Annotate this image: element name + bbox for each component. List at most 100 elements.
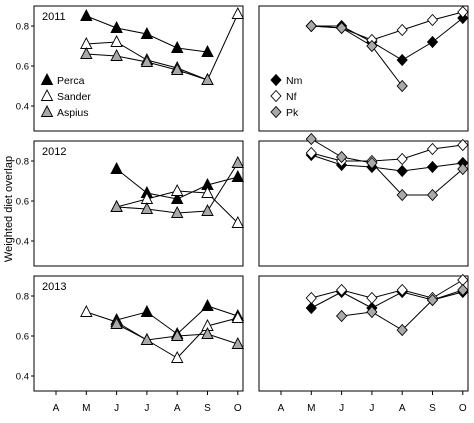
month-label-left: S (204, 403, 211, 414)
month-label-left: A (53, 403, 60, 414)
data-point-sander (231, 311, 245, 323)
data-point-pk (335, 309, 348, 323)
y-tick-label: 0.6 (16, 62, 29, 73)
y-tick-label: 0.8 (16, 22, 29, 33)
panel-frame-left-1 (33, 140, 244, 267)
data-point-aspius (140, 55, 154, 67)
month-label-right: J (369, 403, 374, 414)
series-line-pk (311, 25, 403, 87)
panel-frame-left-0 (33, 5, 244, 132)
data-point-aspius (170, 206, 184, 218)
legend-label-perca: Perca (57, 75, 85, 87)
month-label-right: A (278, 403, 285, 414)
panel-frame-right-2 (258, 275, 469, 392)
legend-label-nf: Nf (286, 91, 297, 103)
month-label-right: O (459, 403, 467, 414)
data-point-pk (335, 21, 348, 35)
month-label-left: M (82, 403, 90, 414)
y-tick-label: 0.4 (16, 237, 29, 248)
panel-right-0-series (305, 5, 469, 93)
series-line-nm (311, 154, 463, 172)
data-point-nf (366, 291, 378, 305)
series-line-nm (311, 17, 464, 61)
panel-year-label: 2012 (42, 146, 66, 158)
y-axis-label: Weighted diet overlap (3, 156, 15, 262)
data-point-nf (457, 138, 469, 152)
data-point-aspius (110, 317, 123, 329)
month-label-right: A (399, 403, 406, 414)
data-point-aspius (231, 337, 245, 349)
panel-frame-right-0 (258, 5, 469, 132)
legend-marker-perca (40, 73, 54, 85)
data-point-pk (396, 79, 408, 93)
data-point-pk (366, 305, 378, 319)
data-point-perca (110, 21, 123, 33)
data-point-aspius (140, 333, 154, 345)
panel-left-1-series (110, 156, 245, 228)
series-line-sander (86, 13, 239, 81)
legend-marker-sander (40, 89, 54, 101)
data-point-aspius (110, 200, 123, 212)
data-point-nf (305, 291, 317, 305)
data-point-pk (305, 19, 317, 33)
data-point-pk (457, 283, 469, 297)
data-point-aspius (170, 329, 184, 341)
data-point-nf (396, 283, 408, 297)
data-point-nm (396, 53, 408, 67)
data-point-nf (426, 13, 439, 27)
panel-left-2-series (80, 299, 245, 363)
legend-marker-nf (270, 89, 282, 103)
panel-left-0-series (80, 7, 245, 85)
data-point-nf (335, 283, 348, 297)
data-point-aspius (201, 73, 214, 85)
data-point-pk (426, 293, 439, 307)
legend-marker-nm (270, 73, 282, 87)
data-point-pk (426, 188, 439, 202)
data-point-perca (170, 41, 184, 53)
data-point-pk (366, 39, 378, 53)
legend-label-pk: Pk (286, 107, 299, 119)
month-label-right: S (429, 403, 436, 414)
data-point-aspius (201, 204, 214, 216)
panel-frame-left-2 (33, 275, 244, 392)
data-point-aspius (170, 63, 184, 75)
panel-year-label: 2013 (42, 281, 66, 293)
data-point-perca (231, 170, 245, 182)
data-point-sander (110, 35, 123, 47)
y-tick-label: 0.4 (16, 372, 29, 383)
data-point-perca (170, 192, 184, 204)
series-line-pk (311, 138, 464, 196)
panel-right-1-series (305, 132, 469, 202)
data-point-sander (170, 351, 184, 363)
data-point-pk (335, 150, 348, 164)
data-point-nf (396, 23, 408, 37)
month-label-left: O (234, 403, 242, 414)
panel-year-label: 2011 (42, 11, 66, 23)
legend-label-nm: Nm (286, 75, 303, 87)
data-point-perca (201, 299, 214, 311)
legend-label-sander: Sander (57, 91, 91, 103)
series-line-sander (86, 311, 238, 359)
data-point-nf (457, 5, 469, 19)
y-tick-label: 0.6 (16, 197, 29, 208)
panel-frame-right-1 (258, 140, 469, 267)
series-line-nf (311, 279, 464, 299)
legend-marker-aspius (40, 105, 54, 117)
data-point-aspius (231, 156, 245, 168)
panel-right-2-series (305, 273, 469, 337)
data-point-pk (366, 156, 378, 170)
y-tick-label: 0.4 (16, 102, 29, 113)
month-label-right: M (307, 403, 315, 414)
data-point-nf (396, 152, 408, 166)
month-label-right: J (339, 403, 344, 414)
data-point-perca (80, 9, 93, 21)
data-point-aspius (110, 49, 123, 61)
data-point-sander (80, 305, 93, 317)
data-point-sander (231, 7, 245, 19)
series-line-nf (311, 144, 463, 162)
y-tick-label: 0.8 (16, 157, 29, 168)
data-point-nm (305, 301, 317, 315)
month-label-left: A (174, 403, 181, 414)
data-point-aspius (201, 327, 214, 339)
